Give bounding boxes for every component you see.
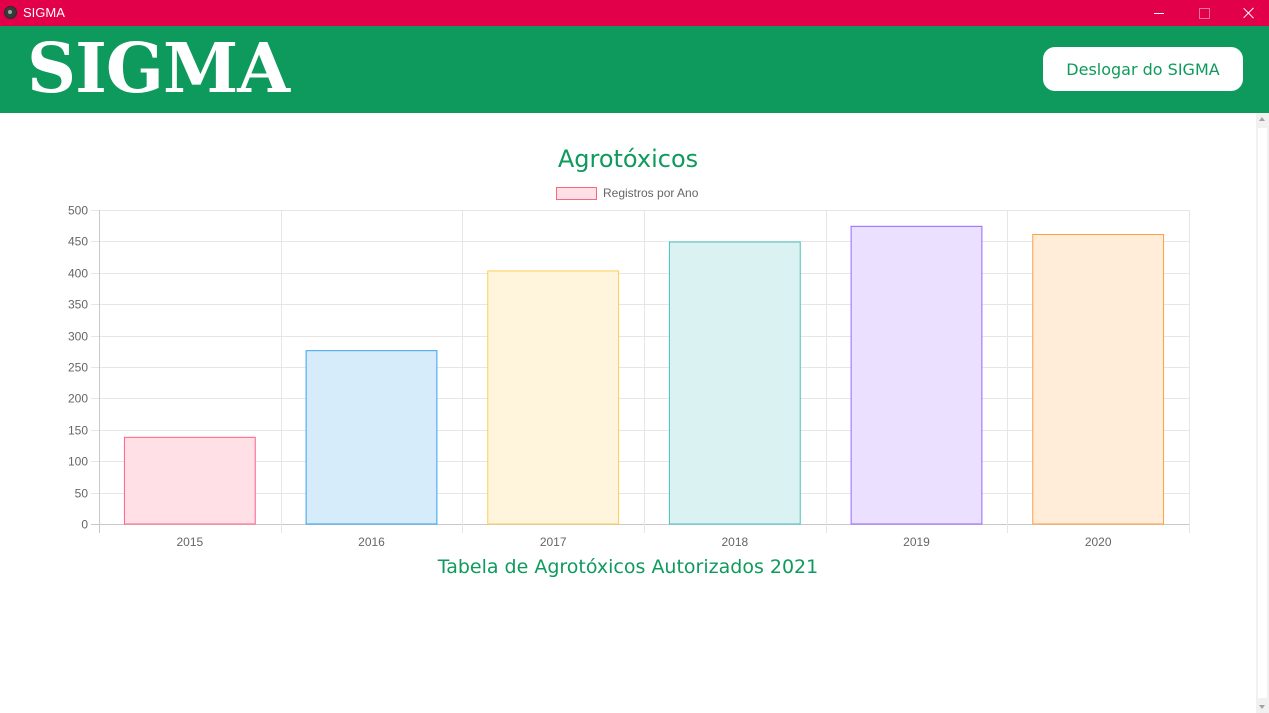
y-tick-label: 250 [68,361,88,375]
maximize-button[interactable] [1181,0,1227,26]
maximize-icon [1198,7,1210,19]
brand-logo: SIGMA [27,29,290,109]
y-tick-label: 0 [81,518,88,532]
app-header: SIGMA Deslogar do SIGMA [0,26,1269,113]
bar-2020 [1032,233,1165,525]
chart-heading: Agrotóxicos [557,145,699,173]
bar-2016 [305,350,438,525]
x-tick-label: 2016 [358,535,385,549]
logout-button[interactable]: Deslogar do SIGMA [1043,47,1243,91]
minimize-icon [1154,12,1164,14]
bar-2018 [668,241,801,525]
y-tick-label: 300 [68,330,88,344]
y-tick-label: 150 [68,424,88,438]
y-tick-label: 500 [68,204,88,218]
x-tick-label: 2018 [721,535,748,549]
bar-2015 [123,436,256,525]
window-title: SIGMA [23,5,65,20]
legend-swatch [556,187,597,200]
x-tick-label: 2020 [1085,535,1112,549]
y-tick-label: 350 [68,298,88,312]
window-title-bar: SIGMA [0,0,1269,26]
bar-2019 [850,225,983,525]
bar-chart: Registros por Ano 0 50 100 150 200 250 300 350 40… [68,186,1190,549]
scroll-thumb[interactable] [1258,128,1267,698]
app-icon [4,6,17,19]
x-tick-label: 2019 [903,535,930,549]
x-tick-label: 2017 [540,535,567,549]
y-tick-label: 200 [68,392,88,406]
bar-2017 [487,270,620,525]
close-icon [1243,7,1255,19]
x-tick-label: 2015 [176,535,203,549]
minimize-button[interactable] [1136,0,1182,26]
vertical-scrollbar[interactable] [1256,113,1269,713]
scroll-down-arrow-icon[interactable] [1259,705,1265,709]
scroll-up-arrow-icon[interactable] [1259,117,1265,121]
table-heading: Tabela de Agrotóxicos Autorizados 2021 [437,556,819,578]
legend-label: Registros por Ano [603,186,699,200]
close-button[interactable] [1226,0,1269,26]
y-tick-label: 450 [68,235,88,249]
y-tick-label: 50 [75,487,89,501]
y-tick-label: 400 [68,267,88,281]
y-tick-label: 100 [68,455,88,469]
